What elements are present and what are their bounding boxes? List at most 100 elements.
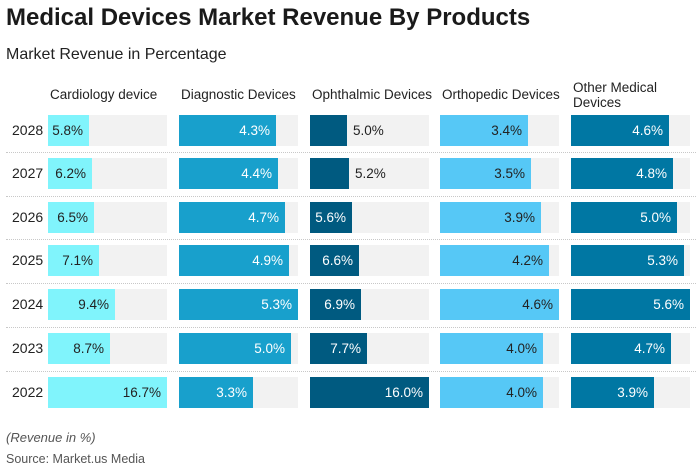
year-label: 2024 — [12, 296, 44, 312]
bar — [48, 245, 99, 276]
row-separator — [6, 283, 696, 284]
bar — [310, 377, 429, 408]
bar-track: 4.2% — [440, 245, 559, 276]
bar-track: 4.0% — [440, 377, 559, 408]
bar-track: 6.6% — [310, 245, 429, 276]
data-label: 4.7% — [248, 210, 279, 225]
data-label: 3.3% — [216, 385, 247, 400]
column-header: Cardiology device — [50, 87, 158, 102]
data-label: 4.6% — [522, 297, 553, 312]
bar-track: 4.3% — [179, 115, 298, 146]
year-label: 2025 — [12, 252, 44, 268]
bar — [48, 202, 94, 233]
chart-source: Source: Market.us Media — [6, 452, 145, 466]
bar-track: 6.9% — [310, 289, 429, 320]
data-label: 4.9% — [252, 253, 283, 268]
bar — [310, 115, 347, 146]
data-label: 4.6% — [632, 123, 663, 138]
data-label: 7.1% — [62, 253, 93, 268]
bar-track: 16.7% — [48, 377, 167, 408]
data-label: 3.9% — [504, 210, 535, 225]
bar-track: 4.4% — [179, 158, 298, 189]
data-label: 5.0% — [640, 210, 671, 225]
bar — [48, 158, 92, 189]
bar-track: 3.9% — [440, 202, 559, 233]
data-label: 4.7% — [634, 341, 665, 356]
row-separator — [6, 371, 696, 372]
data-label: 4.4% — [241, 166, 272, 181]
year-label: 2022 — [12, 384, 44, 400]
bar — [179, 202, 285, 233]
data-label: 5.6% — [315, 210, 346, 225]
data-label: 5.6% — [653, 297, 684, 312]
column-header: Orthopedic Devices — [442, 87, 560, 102]
bar — [310, 289, 361, 320]
chart-subtitle: Market Revenue in Percentage — [6, 46, 227, 63]
data-label: 16.0% — [384, 385, 423, 400]
data-label: 6.2% — [55, 166, 86, 181]
chart-note: (Revenue in %) — [6, 430, 96, 445]
bar — [310, 245, 359, 276]
year-label: 2026 — [12, 209, 44, 225]
bar — [440, 115, 528, 146]
bar-track: 4.7% — [571, 333, 690, 364]
data-label: 3.5% — [494, 166, 525, 181]
data-label: 4.8% — [636, 166, 667, 181]
column-header: Ophthalmic Devices — [312, 87, 433, 102]
data-label: 9.4% — [78, 297, 109, 312]
bar-track: 3.4% — [440, 115, 559, 146]
bar — [571, 115, 669, 146]
bar-track: 7.7% — [310, 333, 429, 364]
bar — [48, 333, 110, 364]
bar-track: 5.0% — [571, 202, 690, 233]
column-header: Other Medical Devices — [573, 80, 658, 110]
bar — [179, 115, 276, 146]
data-label: 7.7% — [330, 341, 361, 356]
bar — [571, 158, 673, 189]
bar — [440, 377, 543, 408]
data-label: 4.0% — [506, 341, 537, 356]
data-label: 5.3% — [261, 297, 292, 312]
bar — [571, 202, 677, 233]
bar — [48, 377, 167, 408]
data-label: 8.7% — [73, 341, 104, 356]
bar — [179, 158, 278, 189]
bar — [571, 377, 654, 408]
row-separator — [6, 327, 696, 328]
data-label: 5.8% — [52, 123, 83, 138]
bar — [440, 289, 559, 320]
data-label: 5.2% — [355, 166, 386, 181]
bar-track: 7.1% — [48, 245, 167, 276]
bar-track: 4.7% — [179, 202, 298, 233]
bar-track: 9.4% — [48, 289, 167, 320]
bar — [310, 158, 349, 189]
bar-track: 3.3% — [179, 377, 298, 408]
data-label: 4.2% — [512, 253, 543, 268]
year-label: 2027 — [12, 165, 44, 181]
bar-track: 6.5% — [48, 202, 167, 233]
bar — [571, 245, 684, 276]
bar-track: 5.0% — [310, 115, 429, 146]
bar-track: 8.7% — [48, 333, 167, 364]
bar — [179, 377, 253, 408]
year-label: 2028 — [12, 122, 44, 138]
bar — [440, 245, 549, 276]
data-label: 4.3% — [239, 123, 270, 138]
bar-track: 16.0% — [310, 377, 429, 408]
bar — [571, 333, 671, 364]
bar-track: 3.9% — [571, 377, 690, 408]
bar — [440, 202, 541, 233]
row-separator — [6, 152, 696, 153]
bar-track: 4.8% — [571, 158, 690, 189]
bar-track: 5.6% — [310, 202, 429, 233]
data-label: 3.9% — [617, 385, 648, 400]
bar-track: 4.6% — [571, 115, 690, 146]
row-separator — [6, 196, 696, 197]
bar — [571, 289, 690, 320]
bar-track: 5.2% — [310, 158, 429, 189]
bar — [440, 158, 531, 189]
bar — [48, 289, 115, 320]
bar-track: 6.2% — [48, 158, 167, 189]
bar-track: 3.5% — [440, 158, 559, 189]
data-label: 5.0% — [353, 123, 384, 138]
